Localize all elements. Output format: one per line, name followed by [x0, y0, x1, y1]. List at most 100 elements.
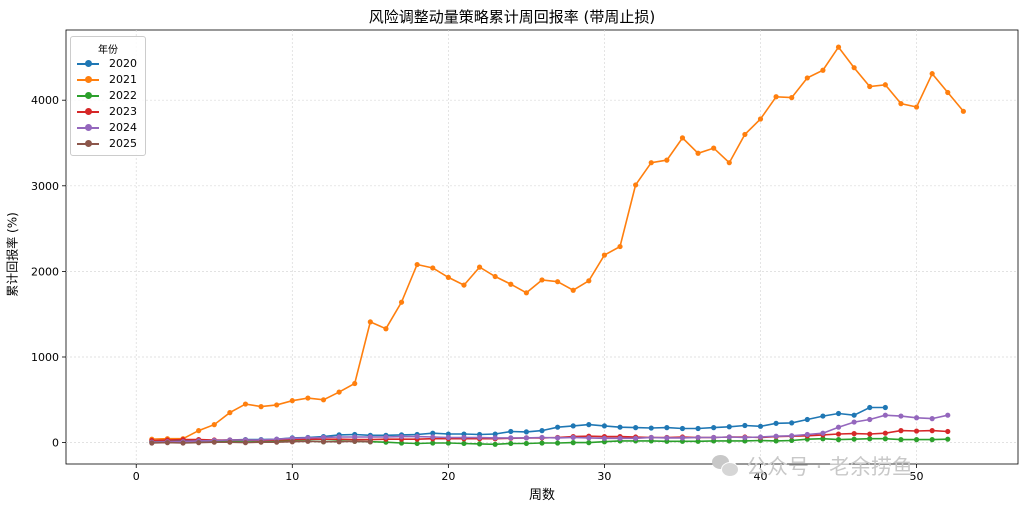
data-point-2024: [851, 419, 857, 425]
data-point-2021: [820, 67, 826, 73]
data-point-2025: [227, 439, 233, 445]
data-point-2021: [617, 243, 623, 250]
data-point-2021: [258, 404, 264, 410]
data-point-2024: [867, 416, 873, 423]
data-point-2021: [867, 83, 873, 90]
data-point-2021: [492, 273, 498, 280]
data-point-2021: [664, 157, 670, 163]
data-point-2023: [835, 431, 842, 437]
data-point-2021: [227, 410, 233, 416]
x-tick-label: 10: [285, 470, 299, 483]
data-point-2025: [258, 439, 264, 445]
data-point-2020: [601, 423, 608, 429]
data-point-2022: [882, 436, 888, 442]
legend-item-2021: 2021: [71, 72, 145, 88]
data-point-2024: [601, 435, 608, 441]
data-point-2024: [320, 434, 327, 441]
data-point-2021: [835, 44, 842, 50]
data-point-2020: [742, 422, 748, 429]
data-point-2024: [492, 435, 498, 441]
legend-marker: [85, 108, 92, 115]
data-point-2021: [945, 89, 951, 96]
data-point-2024: [461, 434, 467, 441]
data-point-2021: [523, 290, 529, 296]
legend-title: 年份: [98, 45, 118, 56]
data-point-2020: [648, 425, 654, 431]
data-point-2022: [430, 440, 436, 446]
chart-title: 风险调整动量策略累计周回报率 (带周止损): [368, 8, 656, 26]
data-point-2025: [164, 439, 171, 446]
data-point-2022: [414, 440, 420, 447]
legend-label: 2023: [109, 105, 137, 118]
data-point-2021: [726, 160, 732, 166]
data-point-2023: [929, 428, 935, 434]
data-point-2022: [586, 439, 592, 446]
data-point-2023: [851, 431, 857, 437]
series-line-2022: [151, 437, 948, 446]
data-point-2024: [757, 434, 764, 440]
data-point-2022: [570, 439, 576, 446]
series-line-2024: [151, 414, 948, 443]
data-point-2021: [289, 398, 295, 404]
data-point-2024: [664, 435, 670, 441]
wechat-icon: [712, 455, 739, 477]
data-point-2021: [352, 380, 358, 387]
data-point-2021: [508, 281, 514, 287]
data-point-2025: [367, 439, 373, 445]
data-point-2021: [242, 401, 249, 407]
data-point-2024: [414, 434, 420, 440]
x-axis-label: 周数: [528, 488, 555, 503]
data-point-2020: [820, 413, 826, 419]
legend-item-2025: 2025: [71, 136, 145, 152]
data-point-2024: [898, 413, 904, 419]
data-point-2021: [476, 264, 483, 270]
data-point-2020: [789, 420, 795, 426]
legend: 年份 2020 2021 2022 2023 2024 2025: [70, 36, 146, 156]
data-point-2022: [695, 438, 701, 444]
y-tick-label: 0: [52, 437, 59, 450]
data-point-2025: [242, 439, 249, 446]
data-point-2024: [648, 434, 654, 441]
data-point-2021: [789, 95, 795, 101]
data-point-2020: [570, 423, 576, 429]
legend-marker: [85, 124, 92, 131]
data-point-2024: [820, 430, 826, 436]
data-point-2025: [336, 439, 342, 445]
data-point-2025: [180, 440, 186, 446]
data-point-2021: [773, 94, 779, 100]
data-point-2020: [757, 423, 764, 429]
data-point-2024: [398, 434, 405, 440]
data-point-2020: [617, 424, 623, 430]
series-lines: [149, 44, 966, 447]
data-point-2021: [539, 277, 545, 283]
data-point-2021: [711, 145, 717, 151]
data-point-2021: [757, 116, 764, 122]
data-point-2021: [695, 150, 701, 156]
data-point-2024: [711, 434, 717, 441]
y-tick-label: 3000: [31, 180, 59, 193]
data-point-2024: [367, 434, 373, 440]
data-point-2024: [430, 434, 436, 440]
data-point-2024: [929, 416, 935, 422]
data-point-2021: [320, 397, 327, 403]
data-point-2024: [679, 435, 686, 441]
plot-area: [65, 29, 1019, 465]
x-tick-label: 30: [597, 470, 611, 483]
data-point-2023: [882, 430, 888, 436]
legend-item-2023: 2023: [71, 104, 145, 120]
data-point-2021: [898, 101, 904, 107]
data-point-2020: [555, 424, 561, 430]
data-point-2021: [601, 252, 608, 258]
data-point-2022: [898, 437, 904, 443]
data-point-2021: [445, 274, 451, 280]
data-point-2025: [149, 440, 155, 446]
legend-label: 2025: [109, 137, 137, 150]
data-point-2024: [773, 433, 779, 439]
legend-label: 2024: [109, 121, 137, 134]
data-point-2024: [445, 434, 451, 441]
x-tick-label: 50: [910, 470, 924, 483]
data-point-2021: [882, 82, 888, 88]
data-point-2021: [679, 135, 686, 141]
data-point-2022: [867, 436, 873, 442]
